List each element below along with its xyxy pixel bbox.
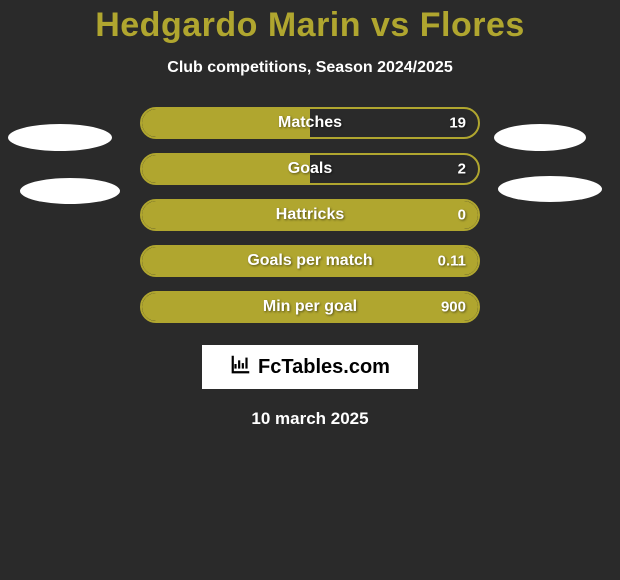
watermark-text: FcTables.com [258,356,390,379]
stat-row-goals-per-match: Goals per match 0.11 [140,245,480,277]
stat-value: 2 [458,161,466,178]
stat-label: Goals [288,160,332,178]
stat-label: Hattricks [276,206,344,224]
decor-ellipse [8,124,112,151]
stat-row-matches: Matches 19 [140,107,480,139]
stat-row-goals: Goals 2 [140,153,480,185]
bar-chart-icon [230,353,252,381]
stat-label: Goals per match [247,252,372,270]
stat-value: 0.11 [438,253,466,270]
stat-row-hattricks: Hattricks 0 [140,199,480,231]
decor-ellipse [20,178,120,204]
comparison-card: Hedgardo Marin vs Flores Club competitio… [0,0,620,580]
stat-value: 0 [458,207,466,224]
stat-value: 900 [441,299,466,316]
page-title: Hedgardo Marin vs Flores [0,0,620,45]
page-subtitle: Club competitions, Season 2024/2025 [0,59,620,77]
decor-ellipse [498,176,602,202]
bar-fill [142,155,310,183]
stat-row-min-per-goal: Min per goal 900 [140,291,480,323]
decor-ellipse [494,124,586,151]
stat-value: 19 [449,115,466,132]
stat-label: Min per goal [263,298,357,316]
watermark: FcTables.com [202,345,418,389]
stat-label: Matches [278,114,342,132]
date-label: 10 march 2025 [0,409,620,429]
